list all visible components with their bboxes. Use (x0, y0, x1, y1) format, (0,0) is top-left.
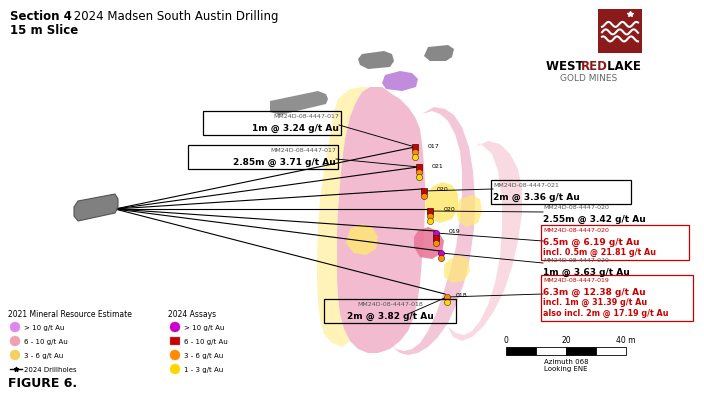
Text: MM24D-08-4447-018: MM24D-08-4447-018 (357, 301, 423, 306)
Text: 6 - 10 g/t Au: 6 - 10 g/t Au (24, 338, 68, 344)
Text: 1m @ 3.63 g/t Au: 1m @ 3.63 g/t Au (543, 267, 630, 276)
Polygon shape (346, 225, 378, 255)
Text: MM24D-08-4447-020: MM24D-08-4447-020 (543, 227, 609, 233)
Text: RED: RED (581, 60, 608, 73)
Bar (416, 164, 422, 170)
Bar (412, 145, 418, 151)
Text: incl. 1m @ 31.39 g/t Au: incl. 1m @ 31.39 g/t Au (543, 297, 647, 306)
Text: MM24D-08-4447-020: MM24D-08-4447-020 (543, 205, 609, 209)
Bar (506, 347, 536, 355)
Polygon shape (74, 194, 118, 221)
Text: 020: 020 (437, 187, 448, 192)
Text: FIGURE 6.: FIGURE 6. (8, 376, 77, 389)
Bar (536, 347, 566, 355)
Text: 6.3m @ 12.38 g/t Au: 6.3m @ 12.38 g/t Au (543, 287, 646, 296)
Text: 2021 Mineral Resource Estimate: 2021 Mineral Resource Estimate (8, 309, 132, 318)
Text: 3 - 6 g/t Au: 3 - 6 g/t Au (24, 352, 63, 358)
Text: 2024 Drillholes: 2024 Drillholes (24, 366, 77, 372)
Text: 2.85m @ 3.71 g/t Au: 2.85m @ 3.71 g/t Au (233, 158, 336, 167)
Bar (541, 225, 689, 260)
Circle shape (10, 336, 20, 346)
Text: WEST: WEST (546, 60, 588, 73)
Polygon shape (382, 72, 418, 92)
Text: MM24D-08-4447-020: MM24D-08-4447-020 (543, 257, 609, 262)
Polygon shape (337, 88, 425, 353)
Text: MM24D-08-4447-019: MM24D-08-4447-019 (543, 277, 609, 282)
Bar (324, 299, 456, 323)
Text: MM24D-08-4447-017: MM24D-08-4447-017 (273, 114, 339, 119)
Text: 0: 0 (503, 335, 508, 344)
Bar (598, 10, 642, 54)
Text: 20: 20 (561, 335, 571, 344)
Polygon shape (358, 52, 394, 70)
Text: 1 - 3 g/t Au: 1 - 3 g/t Au (184, 366, 223, 372)
Polygon shape (317, 88, 370, 347)
Bar (433, 235, 439, 241)
Circle shape (170, 350, 180, 360)
Text: 017: 017 (428, 144, 440, 149)
Bar (541, 275, 693, 321)
Bar (203, 112, 341, 136)
Bar (566, 347, 596, 355)
Text: Section 4: Section 4 (10, 10, 72, 23)
Circle shape (170, 322, 180, 332)
Text: 1m @ 3.24 g/t Au: 1m @ 3.24 g/t Au (252, 124, 339, 133)
Polygon shape (448, 142, 522, 341)
Polygon shape (424, 46, 454, 62)
Text: LAKE: LAKE (603, 60, 641, 73)
Text: incl. 0.5m @ 21.81 g/t Au: incl. 0.5m @ 21.81 g/t Au (543, 247, 656, 257)
Text: 3 - 6 g/t Au: 3 - 6 g/t Au (184, 352, 223, 358)
Text: 2m @ 3.36 g/t Au: 2m @ 3.36 g/t Au (493, 192, 580, 202)
Text: 021: 021 (432, 164, 444, 169)
Text: MM24D-08-4447-017: MM24D-08-4447-017 (270, 148, 336, 153)
Text: 2.55m @ 3.42 g/t Au: 2.55m @ 3.42 g/t Au (543, 215, 646, 224)
Text: 40 m: 40 m (616, 335, 636, 344)
Text: 018: 018 (456, 293, 467, 298)
Polygon shape (444, 255, 470, 283)
Circle shape (10, 322, 20, 332)
Circle shape (10, 350, 20, 360)
Text: 020: 020 (444, 207, 455, 212)
Text: MM24D-08-4447-021: MM24D-08-4447-021 (493, 182, 559, 188)
Text: 2m @ 3.82 g/t Au: 2m @ 3.82 g/t Au (346, 311, 434, 320)
Bar (170, 337, 180, 345)
Text: 2024 Madsen South Austin Drilling: 2024 Madsen South Austin Drilling (70, 10, 279, 23)
Polygon shape (456, 196, 482, 227)
Text: 2024 Assays: 2024 Assays (168, 309, 216, 318)
Bar (427, 209, 433, 215)
Text: 019: 019 (449, 229, 460, 234)
Bar (188, 146, 338, 170)
Circle shape (170, 364, 180, 374)
Text: 6 - 10 g/t Au: 6 - 10 g/t Au (184, 338, 228, 344)
Text: GOLD MINES: GOLD MINES (560, 74, 617, 83)
Polygon shape (390, 108, 475, 355)
Bar (596, 347, 626, 355)
Text: 15 m Slice: 15 m Slice (10, 24, 78, 37)
Text: Azimuth 068
Looking ENE: Azimuth 068 Looking ENE (543, 358, 589, 371)
Bar (491, 180, 631, 205)
Text: > 10 g/t Au: > 10 g/t Au (24, 324, 64, 330)
Polygon shape (425, 182, 458, 223)
Text: 6.5m @ 6.19 g/t Au: 6.5m @ 6.19 g/t Au (543, 237, 639, 247)
Polygon shape (414, 227, 444, 259)
Text: > 10 g/t Au: > 10 g/t Au (184, 324, 225, 330)
Polygon shape (270, 92, 328, 116)
Bar (421, 188, 427, 194)
Text: also incl. 2m @ 17.19 g/t Au: also incl. 2m @ 17.19 g/t Au (543, 308, 669, 317)
